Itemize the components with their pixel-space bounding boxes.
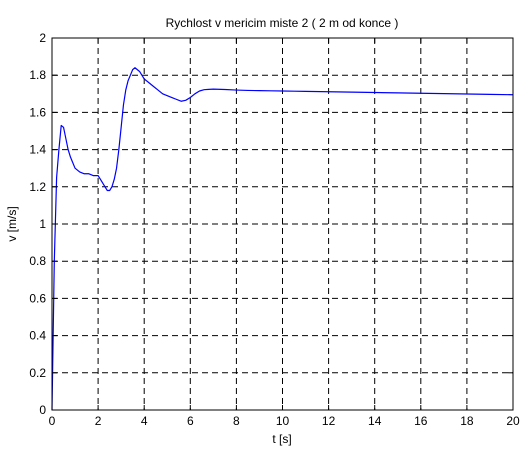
x-tick-label: 20 (506, 414, 520, 428)
y-tick-label: 0.4 (29, 329, 46, 343)
y-tick-label: 1.4 (29, 143, 46, 157)
chart-title: Rychlost v mericim miste 2 ( 2 m od konc… (166, 16, 399, 30)
series-lines (51, 67, 514, 411)
x-tick-label: 16 (414, 414, 428, 428)
axis-ticks: 0 2 4 6 8 10 12 14 16 18 20 0 0.2 0.4 0.6 0.8 1 1.2 1.4 1.6… (29, 31, 520, 428)
x-axis-label: t [s] (272, 432, 291, 446)
y-tick-label: 1.6 (29, 105, 46, 119)
x-tick-label: 4 (141, 414, 148, 428)
x-tick-label: 8 (233, 414, 240, 428)
y-tick-label: 0 (39, 403, 46, 417)
y-tick-label: 0.2 (29, 366, 46, 380)
y-tick-label: 1.8 (29, 68, 46, 82)
x-tick-label: 2 (95, 414, 102, 428)
x-tick-label: 0 (49, 414, 56, 428)
x-tick-label: 14 (368, 414, 382, 428)
y-tick-label: 1 (39, 217, 46, 231)
y-tick-label: 1.2 (29, 180, 46, 194)
y-tick-label: 0.8 (29, 254, 46, 268)
x-tick-label: 18 (460, 414, 474, 428)
y-tick-label: 0.6 (29, 291, 46, 305)
y-axis-label: v [m/s] (5, 206, 19, 241)
x-tick-label: 12 (322, 414, 336, 428)
y-tick-label: 2 (39, 31, 46, 45)
plot-frame (51, 37, 514, 411)
x-tick-label: 6 (187, 414, 194, 428)
series-line (51, 67, 514, 411)
grid (52, 38, 513, 410)
x-tick-label: 10 (276, 414, 290, 428)
